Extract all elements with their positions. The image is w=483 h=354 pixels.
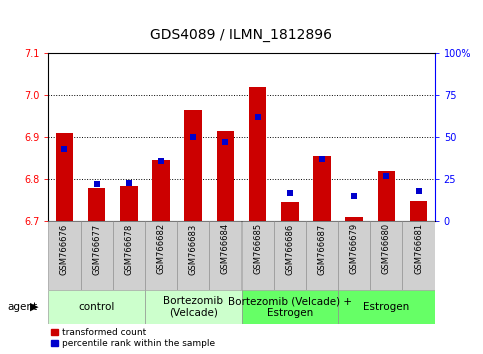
Bar <box>338 290 435 324</box>
Text: GSM766680: GSM766680 <box>382 223 391 274</box>
Legend: transformed count, percentile rank within the sample: transformed count, percentile rank withi… <box>51 329 215 348</box>
Text: GSM766686: GSM766686 <box>285 223 294 275</box>
Bar <box>345 217 363 221</box>
Text: GSM766682: GSM766682 <box>156 223 166 274</box>
Text: GSM766676: GSM766676 <box>60 223 69 275</box>
Bar <box>249 87 267 221</box>
Bar <box>145 290 242 324</box>
Text: GSM766679: GSM766679 <box>350 223 359 274</box>
Text: GSM766681: GSM766681 <box>414 223 423 274</box>
Bar <box>410 201 427 221</box>
Bar <box>313 156 331 221</box>
Bar <box>88 188 105 221</box>
Text: ▶: ▶ <box>30 302 39 312</box>
Bar <box>120 185 138 221</box>
Bar <box>306 221 338 290</box>
Text: Estrogen: Estrogen <box>363 302 410 312</box>
Text: GDS4089 / ILMN_1812896: GDS4089 / ILMN_1812896 <box>151 28 332 42</box>
Bar <box>281 202 298 221</box>
Bar <box>378 171 395 221</box>
Bar <box>81 221 113 290</box>
Bar <box>338 221 370 290</box>
Text: Bortezomib (Velcade) +
Estrogen: Bortezomib (Velcade) + Estrogen <box>228 296 352 318</box>
Bar <box>113 221 145 290</box>
Bar <box>48 221 81 290</box>
Bar <box>274 221 306 290</box>
Bar <box>56 133 73 221</box>
Bar <box>48 290 145 324</box>
Text: control: control <box>78 302 115 312</box>
Bar <box>152 160 170 221</box>
Text: GSM766678: GSM766678 <box>124 223 133 275</box>
Text: GSM766685: GSM766685 <box>253 223 262 274</box>
Text: GSM766684: GSM766684 <box>221 223 230 274</box>
Bar <box>185 110 202 221</box>
Bar <box>209 221 242 290</box>
Bar <box>242 221 274 290</box>
Text: GSM766683: GSM766683 <box>189 223 198 275</box>
Bar <box>242 290 338 324</box>
Text: GSM766677: GSM766677 <box>92 223 101 275</box>
Bar <box>402 221 435 290</box>
Text: Bortezomib
(Velcade): Bortezomib (Velcade) <box>163 296 223 318</box>
Text: agent: agent <box>7 302 37 312</box>
Bar <box>370 221 402 290</box>
Bar <box>177 221 209 290</box>
Bar <box>216 131 234 221</box>
Bar <box>145 221 177 290</box>
Text: GSM766687: GSM766687 <box>317 223 327 275</box>
